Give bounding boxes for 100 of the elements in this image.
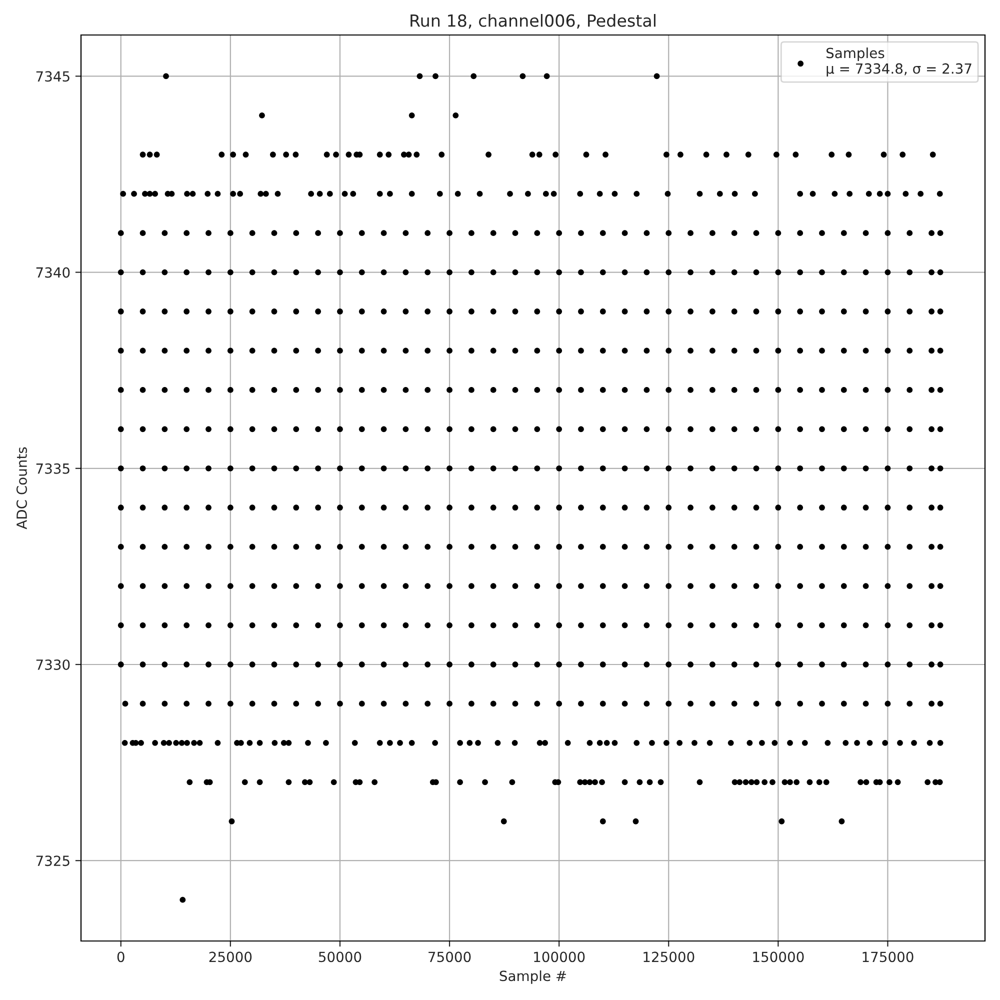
point: [249, 426, 256, 432]
point: [556, 308, 562, 314]
point: [274, 190, 281, 197]
point: [227, 348, 234, 354]
point: [500, 818, 507, 824]
point: [937, 700, 944, 707]
point: [862, 269, 869, 276]
point: [468, 230, 474, 236]
point: [731, 348, 738, 354]
point: [666, 504, 672, 511]
point: [709, 230, 716, 236]
point: [286, 779, 292, 786]
point: [315, 387, 322, 393]
point: [644, 662, 650, 668]
point: [184, 700, 190, 707]
point: [424, 308, 431, 314]
point: [534, 230, 540, 236]
point: [819, 504, 825, 511]
point: [184, 230, 190, 236]
point: [732, 779, 738, 786]
point: [249, 230, 256, 236]
point: [775, 465, 782, 472]
point: [206, 230, 212, 236]
point: [424, 583, 431, 589]
point: [666, 544, 672, 550]
point: [731, 504, 738, 511]
point: [337, 504, 343, 511]
point: [862, 662, 869, 668]
point: [696, 190, 703, 197]
point: [227, 544, 234, 550]
point: [900, 152, 906, 158]
point: [840, 308, 847, 314]
point: [271, 504, 278, 511]
point: [490, 426, 496, 432]
point: [358, 544, 365, 550]
point: [249, 700, 256, 707]
point: [775, 583, 782, 589]
point: [424, 662, 431, 668]
point: [838, 818, 845, 824]
point: [424, 700, 431, 707]
point: [227, 465, 234, 472]
point: [380, 465, 387, 472]
point: [350, 190, 356, 197]
point: [249, 662, 256, 668]
point: [753, 465, 760, 472]
point: [709, 662, 716, 668]
point: [446, 544, 452, 550]
point: [797, 269, 804, 276]
point: [622, 269, 628, 276]
point: [490, 544, 496, 550]
point: [840, 230, 847, 236]
point: [709, 387, 716, 393]
point: [512, 622, 518, 628]
point: [709, 583, 716, 589]
point: [556, 387, 562, 393]
point: [884, 544, 891, 550]
point: [578, 700, 584, 707]
point: [753, 308, 760, 314]
point: [556, 465, 562, 472]
point: [184, 504, 190, 511]
point: [753, 348, 760, 354]
point: [162, 583, 168, 589]
point: [315, 662, 322, 668]
point: [470, 73, 477, 80]
point: [797, 190, 804, 197]
x-tick-label: 0: [117, 952, 124, 962]
point: [937, 504, 944, 511]
point: [468, 308, 474, 314]
point: [140, 465, 146, 472]
point: [162, 269, 168, 276]
point: [446, 387, 452, 393]
point: [846, 152, 852, 158]
point: [402, 308, 409, 314]
point: [490, 230, 496, 236]
point: [424, 544, 431, 550]
point: [227, 308, 234, 314]
point: [292, 152, 299, 158]
point: [886, 779, 892, 786]
point: [884, 308, 891, 314]
point: [556, 230, 562, 236]
point: [666, 230, 672, 236]
point: [797, 230, 804, 236]
point: [753, 504, 760, 511]
point: [688, 230, 694, 236]
point: [140, 387, 146, 393]
point: [293, 622, 300, 628]
point: [457, 779, 463, 786]
point: [797, 583, 804, 589]
point: [227, 426, 234, 432]
point: [468, 504, 474, 511]
y-tick-label: 7340: [36, 267, 70, 278]
point: [797, 662, 804, 668]
point: [753, 700, 760, 707]
point: [754, 779, 760, 786]
point: [622, 465, 628, 472]
point: [644, 269, 650, 276]
point: [424, 348, 431, 354]
point: [884, 583, 891, 589]
point: [446, 348, 452, 354]
point: [775, 308, 782, 314]
